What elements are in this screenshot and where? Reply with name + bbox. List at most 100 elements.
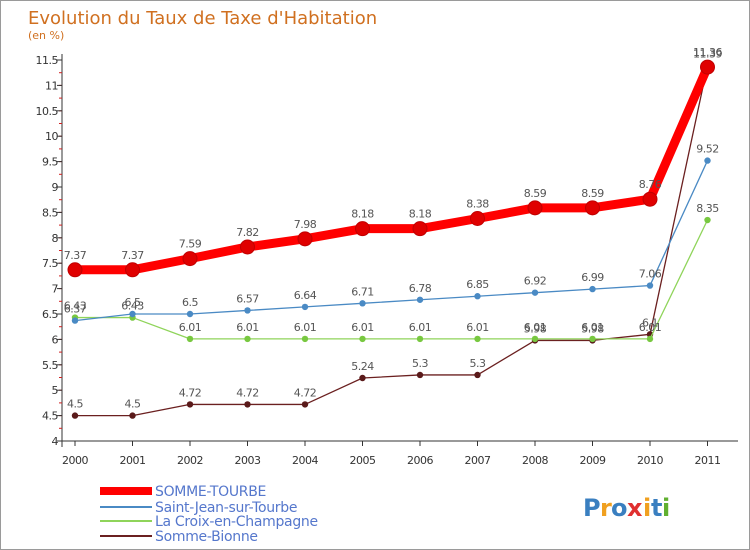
data-label: 8.18: [351, 208, 374, 221]
data-label: 6.01: [236, 321, 259, 334]
data-label: 7.98: [294, 218, 317, 231]
x-tick-label: 2011: [695, 454, 721, 467]
y-tick-label: 6.5: [42, 308, 58, 321]
data-label: 5.98: [581, 322, 604, 335]
series-path: [74, 160, 709, 322]
data-point: [359, 374, 366, 382]
data-label: 11.36: [693, 46, 722, 59]
legend-label: Somme-Bionne: [155, 529, 258, 545]
data-point: [182, 251, 198, 267]
data-point: [416, 371, 424, 379]
legend-label: Saint-Jean-sur-Tourbe: [155, 500, 297, 516]
y-tick-label: 7.5: [42, 257, 58, 270]
y-tick-label: 5.5: [42, 359, 58, 372]
x-tick-label: 2000: [62, 454, 88, 467]
data-point: [244, 335, 251, 343]
data-point: [642, 191, 658, 207]
data-label: 6.01: [294, 321, 317, 334]
data-point: [297, 231, 313, 247]
data-point: [585, 200, 600, 216]
logo-letter: i: [662, 494, 670, 522]
data-point: [704, 157, 711, 164]
x-tick-label: 2004: [292, 454, 318, 467]
chart-subtitle: (en %): [28, 29, 64, 42]
data-point: [704, 216, 711, 224]
data-point: [412, 221, 428, 237]
data-label: 6.01: [581, 321, 604, 334]
logo-letter: r: [600, 494, 612, 522]
data-point: [186, 401, 194, 408]
data-label: 6.01: [409, 321, 432, 334]
data-label: 5.24: [351, 360, 374, 373]
data-point: [531, 335, 539, 343]
data-label: 7.82: [236, 226, 259, 239]
series-layer: 4.5 4.5 4.72 4.72 4.72 5.24 5.3 5.3 5.98 5.98 6.1 1…: [64, 46, 723, 419]
data-label: 6.71: [351, 285, 374, 298]
data-point: [474, 293, 481, 300]
data-point: [301, 401, 309, 408]
data-label: 8.59: [581, 187, 604, 200]
data-point: [301, 303, 309, 311]
data-label: 6.01: [639, 321, 662, 334]
y-tick-label: 4.5: [42, 410, 58, 423]
data-label: 9.52: [696, 143, 719, 156]
legend-label: La Croix-en-Champagne: [155, 514, 318, 530]
data-point: [646, 282, 654, 289]
data-point: [186, 335, 194, 343]
data-point: [470, 210, 485, 226]
data-label: 5.3: [470, 357, 486, 370]
data-label: 6.99: [581, 271, 604, 284]
data-label: 6.01: [466, 321, 489, 334]
data-label: 6.43: [64, 300, 87, 313]
x-tick-label: 2008: [522, 454, 548, 467]
data-label: 11.39: [693, 48, 722, 61]
data-point: [67, 262, 83, 278]
x-tick-label: 2005: [350, 454, 376, 467]
series-path: [75, 219, 709, 340]
data-point: [700, 59, 715, 75]
data-label: 7.37: [121, 249, 144, 262]
x-tick-label: 2001: [120, 454, 146, 467]
data-label: 5.3: [412, 357, 428, 370]
data-point: [129, 412, 136, 419]
data-label: 6.78: [409, 282, 432, 295]
data-label: 8.38: [466, 197, 489, 210]
data-label: 6.01: [351, 321, 374, 334]
chart-title: Evolution du Taux de Taxe d'Habitation: [28, 8, 377, 29]
y-tick-label: 8.5: [42, 206, 58, 219]
x-tick-label: 2007: [465, 454, 491, 467]
y-tick-label: 10.5: [36, 105, 59, 118]
x-tick-label: 2002: [177, 454, 203, 467]
data-point: [240, 239, 255, 255]
y-tick-label: 8: [52, 232, 59, 245]
x-tick-label: 2006: [407, 454, 433, 467]
data-point: [359, 300, 366, 307]
axes: 44.555.566.577.588.599.51010.51111.52000…: [36, 54, 738, 467]
series-line-la-croix: [71, 216, 711, 343]
series-line-somme-tourbe: [67, 59, 715, 278]
data-point: [244, 401, 251, 408]
data-point: [186, 310, 194, 318]
data-label: 5.98: [524, 322, 547, 335]
data-label: 4.5: [125, 398, 141, 411]
data-point: [416, 296, 424, 303]
logo-letter: x: [627, 494, 643, 522]
data-point: [646, 335, 654, 343]
y-tick-label: 11: [45, 79, 58, 92]
data-label: 6.85: [466, 278, 489, 291]
data-label: 4.72: [179, 386, 202, 399]
y-tick-label: 9.5: [42, 156, 58, 169]
x-tick-label: 2003: [235, 454, 261, 467]
x-tick-label: 2009: [580, 454, 606, 467]
data-label: 6.37: [64, 303, 87, 316]
y-tick-label: 7: [52, 283, 59, 296]
data-point: [527, 200, 543, 216]
logo-letter: t: [651, 494, 662, 522]
data-point: [589, 285, 596, 293]
series-line-somme-bionne: [71, 62, 711, 419]
data-label: 8.76: [639, 178, 662, 191]
